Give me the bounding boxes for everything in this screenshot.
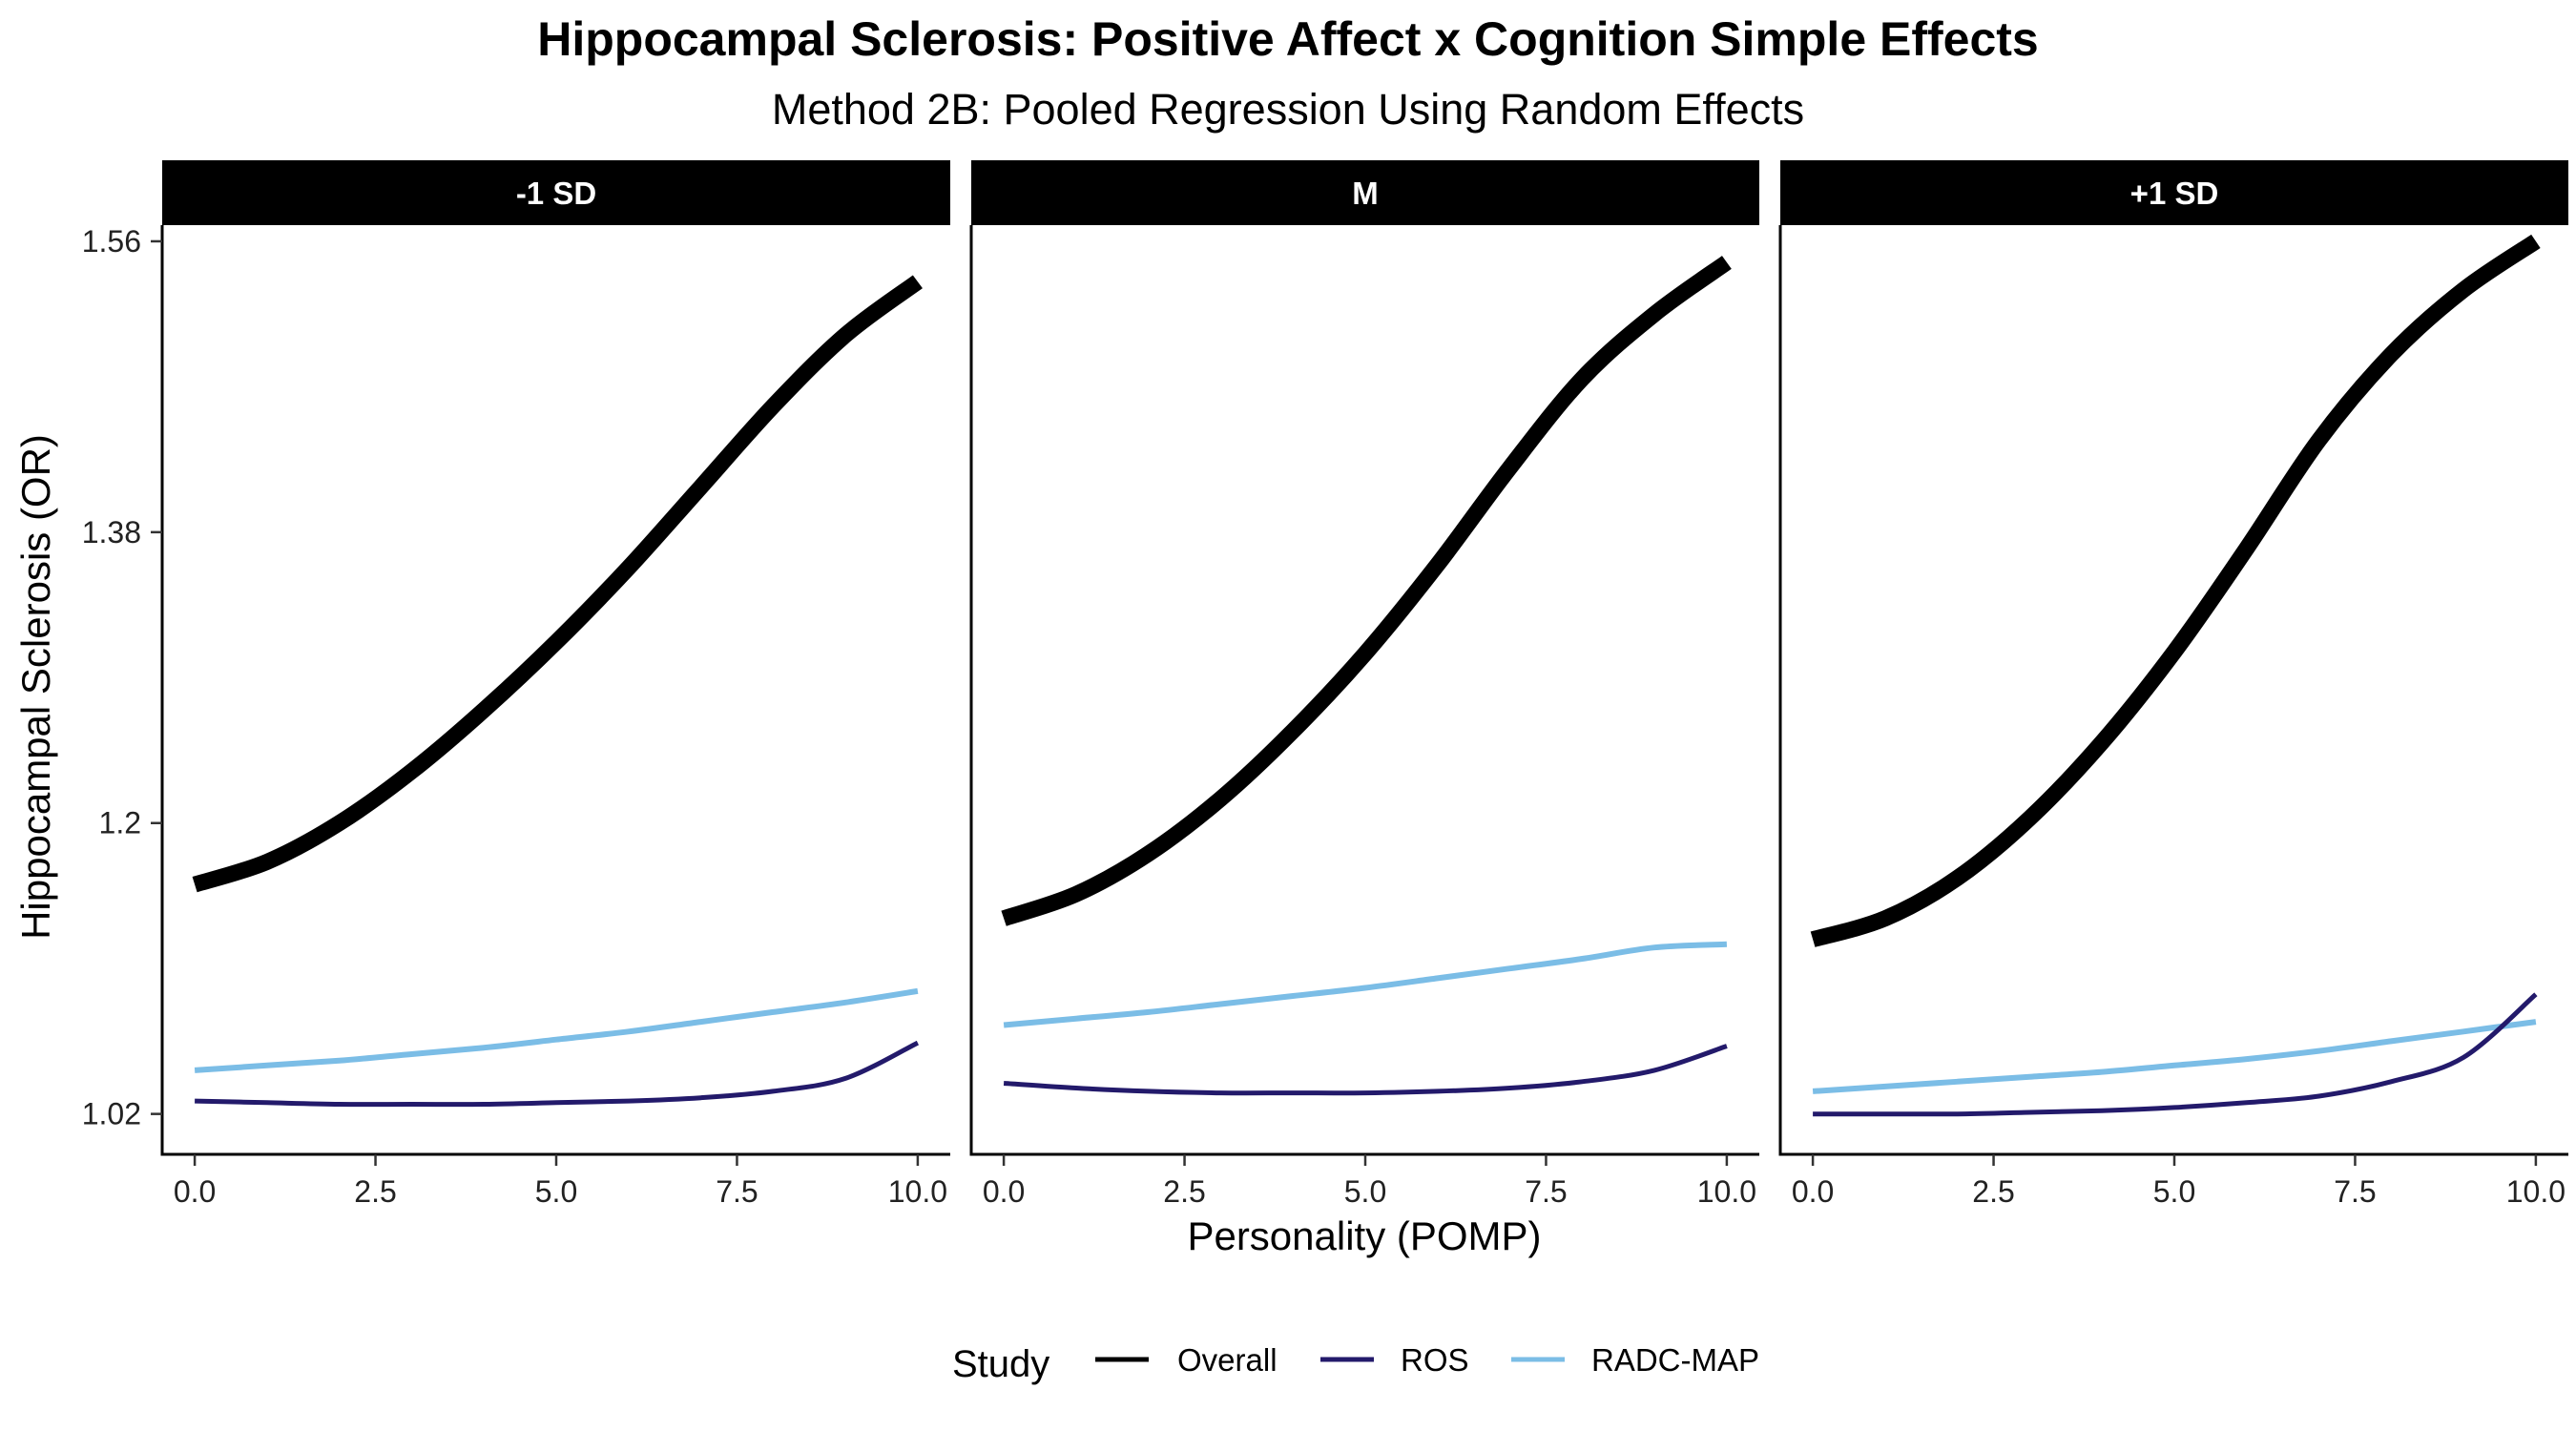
x-tick-label: 2.5 xyxy=(1163,1174,1205,1209)
x-tick-label: 7.5 xyxy=(1525,1174,1567,1209)
x-tick-label: 2.5 xyxy=(1972,1174,2014,1209)
legend-label-ros: ROS xyxy=(1401,1342,1469,1378)
series-line-ros-1-sd xyxy=(195,1040,920,1108)
x-tick-label: 7.5 xyxy=(716,1174,758,1209)
panel-1-sd: -1 SD 0.0 2.5 5.0 7.5 10.0 1.02 1.2 1.38 1.56 xyxy=(82,160,950,1209)
series-line-overall-1-sd xyxy=(192,275,923,893)
x-tick-label: 10.0 xyxy=(888,1174,947,1209)
x-tick-label: 0.0 xyxy=(174,1174,216,1209)
series-line-ros-m xyxy=(1003,1044,1728,1096)
legend: Study Overall ROS RADC-MAP xyxy=(952,1342,1759,1385)
panel-1-sd: +1 SD 0.0 2.5 5.0 7.5 10.0 xyxy=(1778,160,2568,1209)
x-axis-title: Personality (POMP) xyxy=(1187,1213,1541,1258)
strip-1-sd xyxy=(1780,160,2568,225)
x-tick-label: 0.0 xyxy=(983,1174,1025,1209)
x-tick-label: 0.0 xyxy=(1792,1174,1834,1209)
strip-1-sd xyxy=(162,160,950,225)
x-tick-label: 7.5 xyxy=(2334,1174,2376,1209)
x-tick-label: 5.0 xyxy=(535,1174,577,1209)
facet-panels: -1 SD 0.0 2.5 5.0 7.5 10.0 1.02 1.2 1.38 1.56 M 0.0… xyxy=(82,160,2568,1209)
series-line-radc-map-1-sd xyxy=(194,987,919,1073)
series-line-overall-m xyxy=(1001,256,1732,926)
chart-title: Hippocampal Sclerosis: Positive Affect x… xyxy=(537,12,2039,66)
y-tick-label: 1.2 xyxy=(99,806,141,840)
legend-item-radc-map: RADC-MAP xyxy=(1511,1342,1759,1378)
legend-item-overall: Overall xyxy=(1095,1342,1278,1378)
legend-item-ros: ROS xyxy=(1320,1342,1469,1378)
strip-label-1-sd: -1 SD xyxy=(516,176,596,211)
strip-label-m: M xyxy=(1352,176,1379,211)
x-tick-label: 5.0 xyxy=(1344,1174,1386,1209)
strip-m xyxy=(971,160,1759,225)
x-tick-label: 10.0 xyxy=(1697,1174,1756,1209)
y-tick-label: 1.56 xyxy=(82,224,141,259)
series-line-overall-1-sd xyxy=(1810,234,2541,947)
y-axis-title: Hippocampal Sclerosis (OR) xyxy=(13,434,58,940)
legend-label-overall: Overall xyxy=(1177,1342,1278,1378)
x-tick-label: 5.0 xyxy=(2153,1174,2195,1209)
series-line-radc-map-m xyxy=(1003,941,1728,1028)
y-tick-label: 1.38 xyxy=(82,515,141,550)
panel-m: M 0.0 2.5 5.0 7.5 10.0 xyxy=(969,160,1759,1209)
series-line-ros-1-sd xyxy=(1813,992,2538,1117)
chart-subtitle: Method 2B: Pooled Regression Using Rando… xyxy=(772,85,1804,134)
x-tick-label: 10.0 xyxy=(2506,1174,2566,1209)
series-line-radc-map-1-sd xyxy=(1812,1019,2537,1094)
x-tick-label: 2.5 xyxy=(354,1174,396,1209)
strip-label-1-sd: +1 SD xyxy=(2130,176,2219,211)
legend-label-radc-map: RADC-MAP xyxy=(1591,1342,1759,1378)
y-tick-label: 1.02 xyxy=(82,1097,141,1131)
legend-title: Study xyxy=(952,1343,1049,1385)
